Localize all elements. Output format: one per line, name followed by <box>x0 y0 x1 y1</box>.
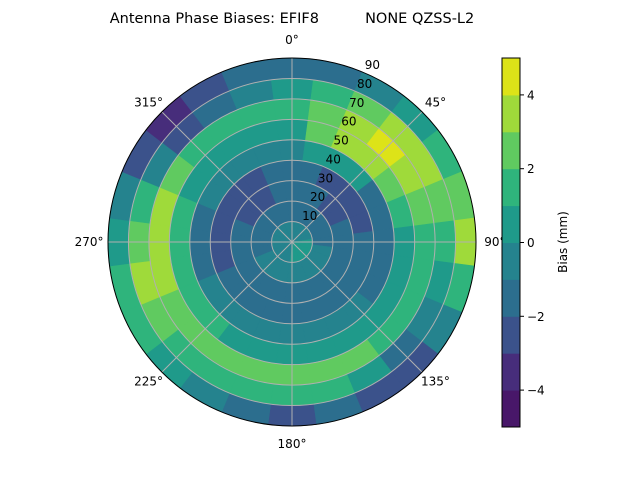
azimuth-tick-label: 135° <box>421 375 450 389</box>
azimuth-tick-label: 45° <box>425 95 446 109</box>
azimuth-tick-label: 225° <box>134 375 163 389</box>
colorbar-band <box>502 58 520 96</box>
colorbar-band <box>502 242 520 280</box>
colorbar-tick-label: −4 <box>527 384 545 398</box>
radial-tick-label: 90 <box>365 58 380 72</box>
azimuth-gridline <box>161 111 293 243</box>
colorbar-tick-label: 2 <box>527 162 535 176</box>
colorbar-band <box>502 131 520 170</box>
azimuth-tick-label: 270° <box>75 235 104 249</box>
colorbar-tick-label: 0 <box>527 236 535 250</box>
colorbar-band <box>502 168 520 207</box>
radial-tick-labels: 10 20 30 40 50 60 70 80 90 <box>302 58 380 223</box>
polar-frame <box>107 57 477 427</box>
colorbar-band <box>502 316 520 354</box>
colorbar-band <box>502 279 520 317</box>
polar-plot: 10 20 30 40 50 60 70 80 90 0° 45° 90° 135° 180° 225° 2… <box>75 33 506 451</box>
radial-tick-label: 10 <box>302 209 317 223</box>
radial-tick-label: 80 <box>357 77 372 91</box>
colorbar-tick-label: −2 <box>527 310 545 324</box>
azimuth-tick-label: 0° <box>285 33 299 47</box>
colorbar-band <box>502 94 520 133</box>
azimuth-gridline <box>161 241 293 373</box>
colorbar-band <box>502 353 520 391</box>
radial-tick-label: 50 <box>333 134 348 148</box>
azimuth-tick-label: 180° <box>278 437 307 451</box>
colorbar-band <box>502 390 520 428</box>
azimuth-tick-label: 315° <box>134 95 163 109</box>
azimuth-gridline <box>291 111 423 243</box>
radial-tick-label: 30 <box>318 171 333 185</box>
azimuth-gridline <box>291 241 423 373</box>
azimuth-tick-labels: 0° 45° 90° 135° 180° 225° 270° 315° <box>75 33 506 451</box>
polar-grid <box>108 58 476 426</box>
colorbar: −4 −2 0 2 4 Bias (mm) <box>501 57 570 428</box>
colorbar-band <box>502 205 520 243</box>
azimuth-tick-label: 90° <box>484 235 505 249</box>
chart-title: Antenna Phase Biases: EFIF8 NONE QZSS-L2 <box>110 11 474 27</box>
radial-tick-label: 70 <box>349 96 364 110</box>
colorbar-tick-label: 4 <box>527 88 535 102</box>
colorbar-label: Bias (mm) <box>556 211 570 273</box>
radial-tick-label: 20 <box>310 190 325 204</box>
radial-tick-label: 60 <box>341 115 356 129</box>
radial-tick-label: 40 <box>326 152 341 166</box>
